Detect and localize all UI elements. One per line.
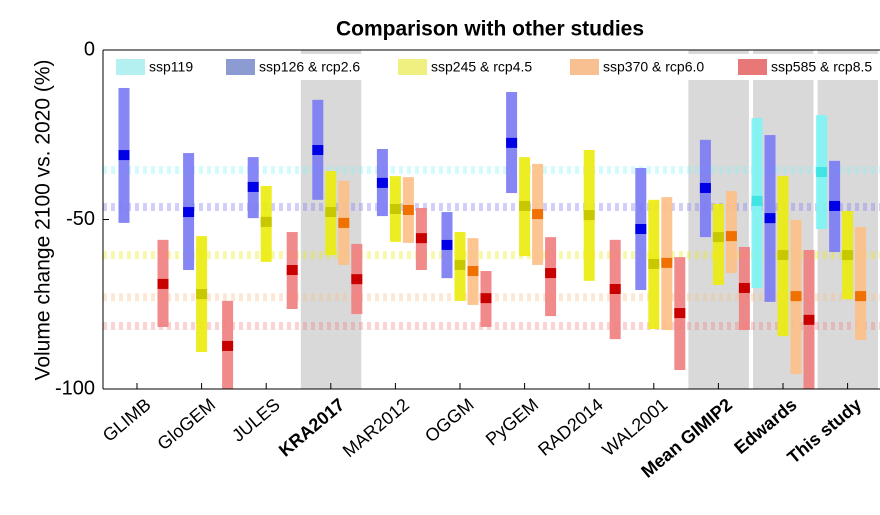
legend-label: ssp370 & rcp6.0: [603, 59, 704, 75]
median-mark: [545, 268, 557, 279]
x-tick-label: GloGEM: [153, 394, 219, 454]
median-mark: [467, 266, 479, 277]
median-mark: [183, 207, 195, 218]
legend-swatch: [738, 59, 767, 75]
median-mark: [661, 257, 673, 268]
median-mark: [855, 291, 867, 302]
median-mark: [351, 274, 363, 285]
median-mark: [609, 283, 621, 294]
legend-swatch: [398, 59, 427, 75]
median-mark: [519, 200, 531, 211]
x-tick-label: JULES: [228, 394, 284, 445]
legend-label: ssp126 & rcp2.6: [259, 59, 360, 75]
chart-title: Comparison with other studies: [336, 18, 644, 41]
median-mark: [738, 282, 750, 293]
median-mark: [777, 250, 789, 261]
y-tick-label: 0: [84, 38, 95, 60]
plot-area: [103, 50, 880, 389]
x-tick-label: GLIMB: [99, 394, 155, 445]
median-mark: [790, 291, 802, 302]
x-tick-label: KRA2017: [275, 394, 348, 460]
median-mark: [803, 314, 815, 325]
median-mark: [842, 250, 854, 261]
median-mark: [648, 258, 660, 269]
legend-label: ssp245 & rcp4.5: [431, 59, 532, 75]
median-mark: [312, 145, 324, 156]
range-bar: [855, 226, 867, 340]
median-mark: [532, 209, 544, 220]
y-tick-label: -100: [55, 377, 95, 399]
median-mark: [260, 216, 272, 227]
median-mark: [118, 150, 130, 161]
median-mark: [829, 200, 841, 211]
legend: ssp119 ssp126 & rcp2.6 ssp245 & rcp4.5 ssp3…: [106, 54, 880, 80]
x-tick-label: MAR2012: [339, 394, 413, 461]
median-mark: [635, 223, 647, 234]
median-mark: [402, 205, 414, 216]
median-mark: [699, 182, 711, 193]
median-mark: [725, 231, 737, 242]
median-mark: [764, 213, 776, 224]
range-bar: [712, 203, 724, 285]
median-mark: [325, 207, 337, 218]
legend-label: ssp585 & rcp8.5: [771, 59, 872, 75]
x-tick-label: OGGM: [421, 394, 478, 446]
legend-label: ssp119: [149, 59, 193, 75]
median-mark: [196, 289, 208, 300]
median-mark: [751, 195, 763, 206]
legend-swatch: [116, 59, 145, 75]
median-mark: [816, 167, 828, 178]
median-mark: [157, 278, 169, 289]
y-tick-label: -50: [66, 208, 95, 230]
x-tick-label: PyGEM: [482, 394, 542, 449]
median-mark: [480, 293, 492, 304]
median-mark: [441, 239, 453, 250]
median-mark: [454, 259, 466, 270]
median-mark: [712, 232, 724, 243]
median-mark: [338, 217, 350, 228]
median-mark: [222, 340, 234, 351]
median-mark: [583, 210, 595, 221]
median-mark: [376, 177, 388, 188]
legend-swatch: [570, 59, 599, 75]
median-mark: [674, 308, 686, 319]
x-tick-label: RAD2014: [534, 394, 607, 459]
median-mark: [389, 203, 401, 214]
y-axis-label: Volume change 2100 vs. 2020 (%): [32, 59, 55, 380]
median-mark: [415, 233, 427, 244]
median-mark: [286, 265, 298, 276]
median-mark: [247, 181, 259, 192]
median-mark: [506, 137, 518, 148]
legend-swatch: [226, 59, 255, 75]
